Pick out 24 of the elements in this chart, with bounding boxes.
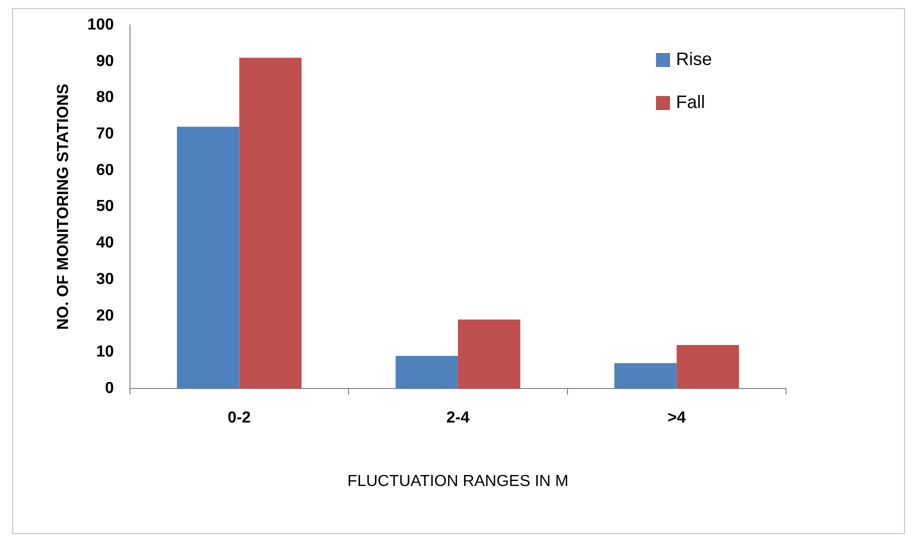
x-axis-title: FLUCTUATION RANGES IN M [347, 472, 568, 490]
y-tick-label: 80 [96, 89, 114, 106]
x-tick-label: 0-2 [228, 410, 251, 427]
y-tick-label: 10 [96, 344, 114, 361]
x-tick-label: 2-4 [446, 410, 470, 427]
bar [458, 320, 520, 389]
y-tick-label: 60 [96, 162, 114, 179]
y-tick-label: 30 [96, 270, 114, 288]
y-tick-label: 90 [96, 52, 114, 70]
y-axis-title: NO. OF MONITORING STATIONS [55, 83, 72, 330]
legend-label: Rise [676, 48, 712, 69]
bar [239, 58, 302, 389]
bar [176, 126, 240, 389]
y-tick-label: 70 [96, 125, 114, 142]
x-tick-label: >4 [668, 410, 686, 427]
legend-label: Fall [676, 92, 706, 112]
bar [396, 356, 458, 389]
y-tick-label: 20 [96, 307, 114, 324]
y-tick-label: 50 [96, 198, 114, 216]
bar [614, 363, 677, 389]
y-tick-label: 40 [96, 234, 114, 252]
y-tick-label: 0 [104, 380, 114, 398]
bar [676, 344, 739, 389]
y-tick-label: 100 [87, 16, 114, 34]
